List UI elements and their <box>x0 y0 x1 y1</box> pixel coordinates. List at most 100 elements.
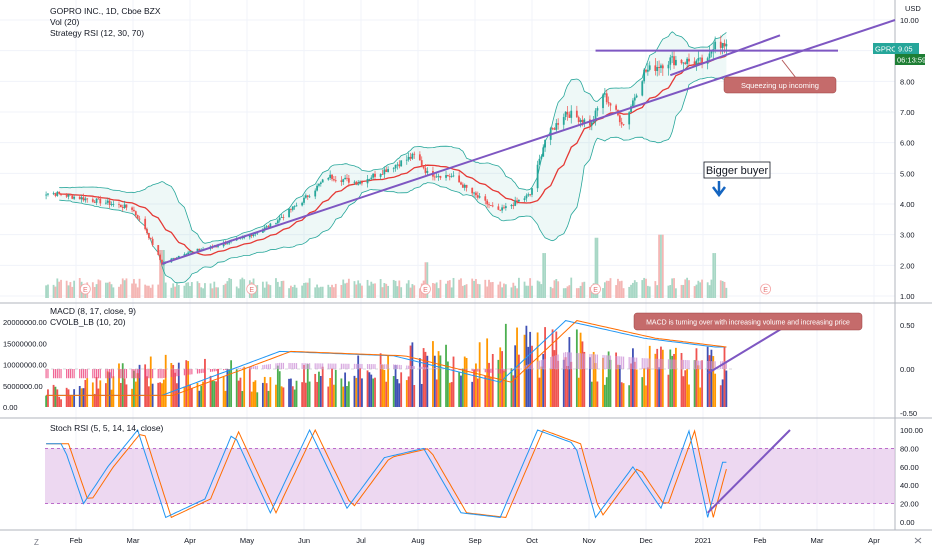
candle-body <box>172 258 175 259</box>
cvol-bar <box>387 355 389 407</box>
volume-bar <box>463 285 466 298</box>
macd-cvol-bars <box>45 323 728 407</box>
candle-body <box>632 100 634 107</box>
cvol-bar <box>405 380 408 407</box>
macd-hist-bar <box>628 357 630 369</box>
candle-body <box>529 194 532 196</box>
candle-body <box>660 65 662 69</box>
callout-text: MACD is turning over with increasing vol… <box>646 320 850 327</box>
cvol-bar <box>463 356 466 407</box>
candle-body <box>684 62 687 64</box>
squeeze-callout[interactable]: Squeezing up incoming <box>723 59 837 94</box>
cvol-bar <box>282 387 285 407</box>
volume-bar <box>288 288 290 298</box>
cvol-bar <box>164 354 167 407</box>
volume-bar <box>187 282 190 298</box>
volume-bar <box>602 288 604 298</box>
stoch-band <box>45 448 895 504</box>
volume-bar <box>568 285 571 298</box>
macd-hist-bar <box>84 369 86 379</box>
volume-bar <box>321 286 324 298</box>
cvol-bar <box>183 386 186 407</box>
candle-body <box>648 65 651 70</box>
time-tick-label: Feb <box>70 536 83 545</box>
cvol-bar <box>123 378 126 407</box>
cvol-bar <box>615 352 617 407</box>
macd-hist-bar <box>99 369 101 379</box>
earnings-label: E <box>249 287 254 294</box>
candle-body <box>161 259 163 265</box>
cvol-bar <box>248 366 251 407</box>
cvol-bar <box>484 375 487 407</box>
volume-bar <box>439 279 442 298</box>
volume-bar <box>226 281 229 298</box>
cvol-bar <box>489 377 492 407</box>
cvol-bar <box>372 378 375 407</box>
volume-bar <box>458 279 461 298</box>
volume-bar <box>461 285 464 298</box>
cvol-bar <box>476 378 479 407</box>
candle-body <box>136 215 139 219</box>
candle-body <box>387 169 389 172</box>
volume-bar <box>445 283 447 298</box>
macd-hist-bar <box>658 358 660 369</box>
candle-body <box>475 192 477 196</box>
candle-body <box>420 160 423 166</box>
macd-hist-bar <box>318 363 320 369</box>
cvol-bar <box>200 385 203 407</box>
cvol-bar <box>202 381 204 407</box>
volume-bar <box>293 284 296 298</box>
macd-hist-bar <box>372 364 374 369</box>
macd-hist-bar <box>71 369 73 379</box>
cvol-bar <box>237 380 240 407</box>
bigger-buyer-note[interactable]: Bigger buyer <box>703 161 771 198</box>
cvol-bar <box>342 386 345 407</box>
volume-bar <box>697 280 700 298</box>
cvol-bar <box>594 363 597 407</box>
macd-hist-bar <box>594 354 597 369</box>
cvol-bar <box>671 355 674 407</box>
candle-body <box>105 202 107 204</box>
macd-hist-bar <box>555 355 557 369</box>
macd-hist-bar <box>396 364 399 369</box>
z-icon[interactable]: Z <box>34 538 39 547</box>
settings-icon[interactable] <box>914 537 922 544</box>
volume-bar <box>400 287 403 298</box>
trend-drawings[interactable] <box>161 19 896 514</box>
cvol-bar <box>228 369 231 407</box>
volume-bar <box>318 287 320 298</box>
volume-bar <box>648 286 651 298</box>
candle-body <box>95 198 98 203</box>
cvol-bar <box>275 384 277 407</box>
volume-bar <box>215 287 218 298</box>
candle-body <box>503 207 505 209</box>
cvol-bar <box>540 366 543 407</box>
candle-body <box>645 69 647 72</box>
macd-hist-bar <box>277 363 279 369</box>
volume-bar <box>501 287 503 298</box>
volume-bar <box>239 279 242 298</box>
macd-hist-bar <box>239 367 242 369</box>
cvol-bar <box>450 382 453 407</box>
cvol-bar <box>185 360 188 407</box>
macd-callout[interactable]: MACD is turning over with increasing vol… <box>633 312 863 331</box>
volume-bar <box>555 279 558 298</box>
macd-hist-bar <box>346 363 348 369</box>
candle-body <box>590 122 593 126</box>
macd-hist-bar <box>125 369 128 379</box>
macd-hist-bar <box>621 356 623 369</box>
candle-body <box>501 207 503 211</box>
macd-hist-bar <box>290 362 292 369</box>
macd-hist-bar <box>505 369 507 372</box>
volume-bar <box>47 284 49 298</box>
macd-hist-bar <box>680 359 683 369</box>
cvol-bar <box>538 377 541 407</box>
bar-countdown: 06:13:59 <box>897 56 926 65</box>
macd-hist-bar <box>697 360 699 369</box>
candle-body <box>553 128 556 130</box>
macd-hist-bar <box>671 359 673 369</box>
macd-hist-bar <box>398 364 400 369</box>
cvol-bar <box>52 384 55 407</box>
candle-body <box>400 160 403 167</box>
cvol-bar <box>170 362 173 407</box>
